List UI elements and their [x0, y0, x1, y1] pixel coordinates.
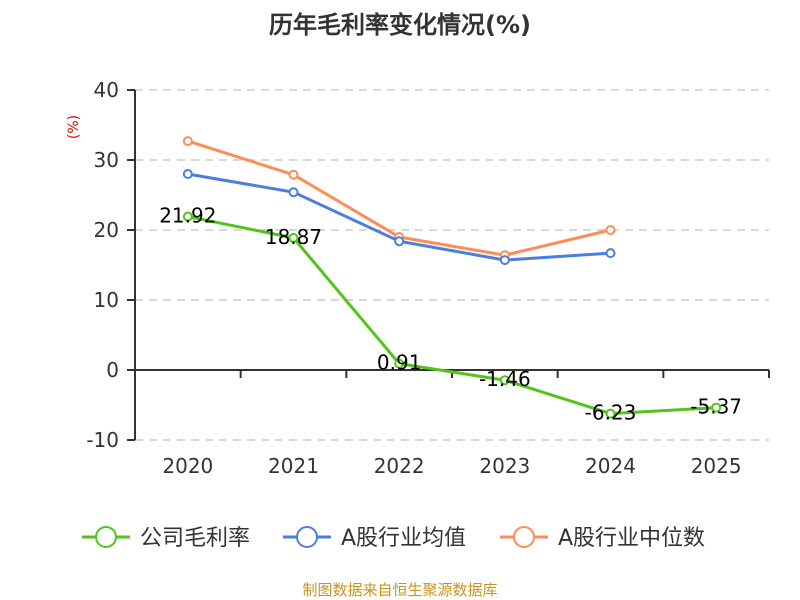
x-tick-label: 2020 — [162, 454, 213, 478]
data-label: -6.23 — [585, 401, 637, 425]
data-point[interactable] — [499, 255, 510, 266]
y-tick-label: 0 — [106, 358, 119, 382]
legend-item[interactable]: A股行业均值 — [283, 526, 466, 551]
x-tick-label: 2021 — [268, 454, 319, 478]
x-tick-label: 2024 — [585, 454, 636, 478]
data-label: 21.92 — [159, 204, 216, 228]
legend-circle-icon — [95, 526, 117, 548]
data-point[interactable] — [182, 136, 193, 147]
data-point[interactable] — [182, 169, 193, 179]
data-label: -1.46 — [479, 367, 531, 391]
data-point[interactable] — [711, 402, 722, 413]
y-tick-label: 40 — [94, 78, 119, 102]
y-tick-label: 10 — [94, 288, 119, 312]
y-tick-label: -10 — [86, 428, 119, 452]
data-point[interactable] — [394, 358, 405, 369]
data-label: 0.91 — [377, 351, 422, 375]
x-tick-label: 2022 — [374, 454, 425, 478]
data-point[interactable] — [605, 248, 616, 259]
series-line — [187, 215, 717, 416]
legend-circle-icon — [513, 526, 535, 548]
legend-item[interactable]: A股行业中位数 — [500, 526, 705, 551]
legend-label: 公司毛利率 — [140, 526, 250, 551]
data-label: 18.87 — [265, 225, 322, 249]
x-tick-label: 2025 — [691, 454, 742, 478]
data-label: -5.37 — [690, 395, 742, 419]
legend-label: A股行业中位数 — [558, 526, 705, 551]
data-point[interactable] — [605, 225, 616, 235]
y-tick-label: 20 — [94, 218, 119, 242]
data-point[interactable] — [288, 169, 299, 180]
legend-label: A股行业均值 — [341, 526, 466, 551]
data-point[interactable] — [288, 232, 299, 243]
data-point[interactable] — [499, 375, 510, 386]
source-note: 制图数据来自恒生聚源数据库 — [302, 581, 497, 599]
y-tick-label: 30 — [94, 148, 119, 172]
legend-item[interactable]: 公司毛利率 — [82, 526, 250, 551]
x-tick-label: 2023 — [479, 454, 530, 478]
y-axis-label: (%) — [66, 115, 82, 139]
data-point[interactable] — [288, 187, 299, 198]
legend-circle-icon — [296, 526, 318, 548]
series-line — [187, 172, 611, 262]
data-point[interactable] — [182, 211, 193, 222]
chart-title: 历年毛利率变化情况(%) — [269, 11, 531, 39]
data-point[interactable] — [394, 236, 405, 247]
data-point[interactable] — [605, 408, 616, 419]
